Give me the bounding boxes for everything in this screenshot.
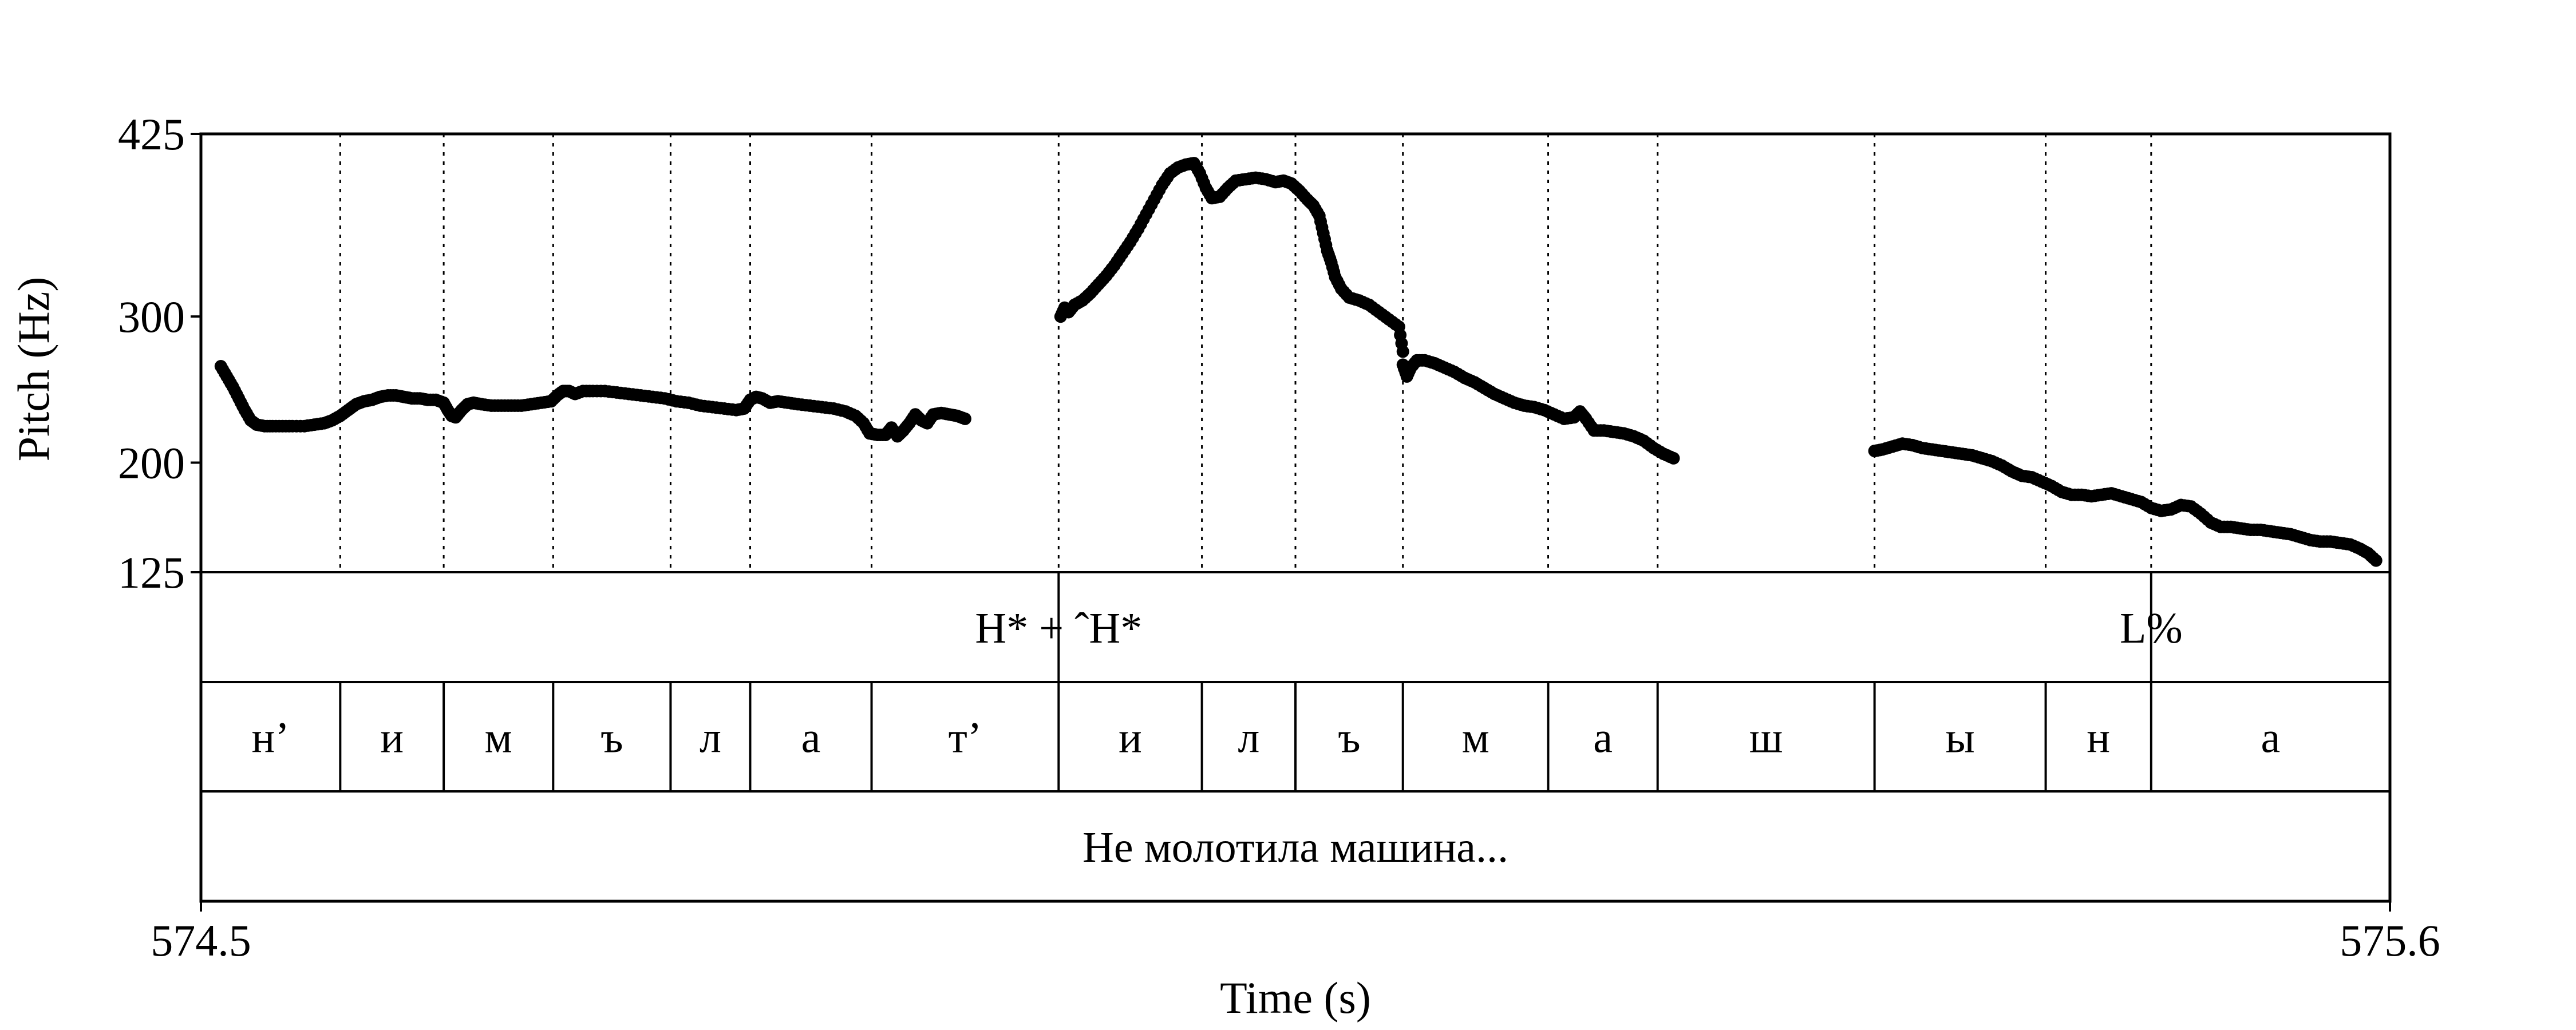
segment-label: л (1238, 714, 1259, 762)
segment-label: а (1593, 714, 1613, 762)
tone-label: L% (2120, 604, 2183, 652)
segment-label: и (380, 714, 404, 762)
pitch-point (1396, 345, 1409, 358)
segment-label: ш (1749, 714, 1783, 762)
segment-label: ъ (600, 714, 623, 762)
x-axis-label: Time (s) (1220, 973, 1371, 1023)
pitch-point (2369, 554, 2383, 567)
pitch-point (1667, 451, 1680, 465)
y-tick-label: 200 (118, 438, 185, 488)
word-label: Не молотила машина... (1082, 823, 1508, 871)
y-axis-label: Pitch (Hz) (9, 277, 58, 462)
pitch-point (958, 412, 971, 425)
segment-label: м (1462, 714, 1490, 762)
segment-label: н (2087, 714, 2110, 762)
segment-label: л (700, 714, 721, 762)
segment-label: ъ (1338, 714, 1360, 762)
segment-boundary-lines (339, 134, 2152, 572)
segment-label: м (485, 714, 512, 762)
segment-label: н’ (252, 714, 290, 762)
tone-label: H* + ˆH* (975, 604, 1142, 652)
words-tier: Не молотила машина... (1082, 823, 1508, 871)
segment-label: ы (1946, 714, 1975, 762)
x-tick-label: 574.5 (151, 916, 251, 965)
segments-tier: н’ и м ъ л а т’ и л ъ м а ш ы н а (252, 682, 2281, 791)
y-tick-label: 300 (118, 292, 185, 342)
segment-label: и (1119, 714, 1142, 762)
x-axis-ticks: 574.5 575.6 (151, 901, 2440, 965)
outer-frame (199, 132, 2392, 903)
y-tick-label: 125 (118, 548, 185, 597)
segment-label: а (801, 714, 821, 762)
y-axis-ticks: 425 300 200 125 (118, 109, 201, 597)
x-tick-label: 575.6 (2340, 916, 2440, 965)
tones-tier: H* + ˆH* L% (975, 572, 2183, 682)
pitch-points (214, 157, 2383, 567)
segment-label: а (2261, 714, 2281, 762)
segment-label: т’ (949, 714, 982, 762)
y-tick-label: 425 (118, 109, 185, 159)
